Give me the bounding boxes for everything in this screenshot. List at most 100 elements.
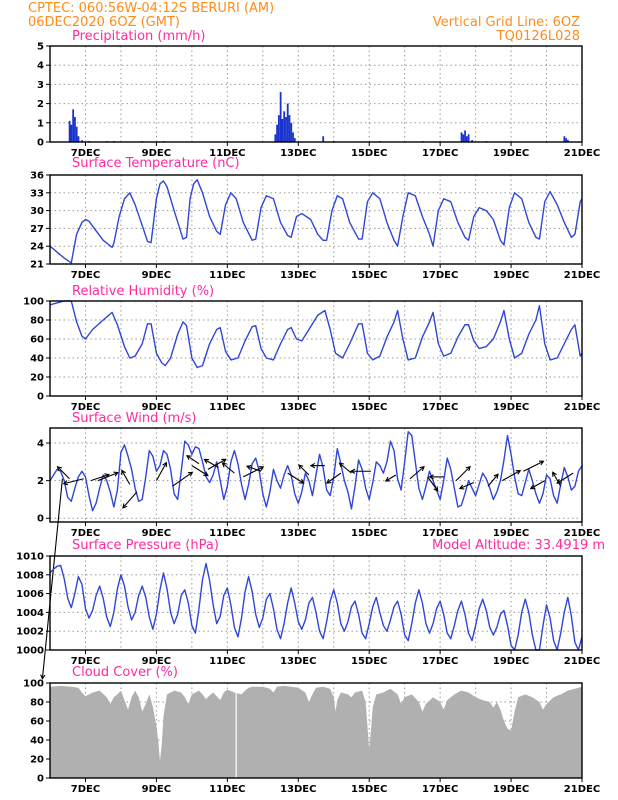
- humidity-ytick-label-1: 20: [30, 373, 44, 384]
- precip-bar-31: [465, 136, 468, 142]
- precip-xtick-label-1: 9DEC: [142, 148, 171, 159]
- precip-frame: [49, 45, 583, 143]
- precip-bar-12: [274, 134, 277, 142]
- pressure-xtick-label-0: 7DEC: [71, 656, 100, 667]
- precip-title: Precipitation (mm/h): [72, 29, 205, 44]
- wind-ytick-label-2: 4: [37, 439, 44, 450]
- cloud-frame: [49, 682, 583, 779]
- wind-xtick-label-4: 15DEC: [351, 528, 387, 539]
- temp-ytick-label-0: 21: [30, 260, 44, 271]
- wind-arrow-29: [501, 470, 522, 482]
- cloud-title: Cloud Cover (%): [72, 665, 178, 680]
- panel-temp: Surface Temperature (nC) 21 24 27 30 33 36 7DEC…: [30, 156, 600, 281]
- wind-arrow-18: [309, 462, 325, 469]
- header-grid-note: Vertical Grid Line: 6OZ: [433, 15, 580, 30]
- pressure-xtick-label-4: 15DEC: [351, 656, 387, 667]
- pressure-xtick-label-5: 17DEC: [422, 656, 458, 667]
- header-station: CPTEC: 060:56W-04:12S BERURI (AM): [28, 1, 274, 16]
- pressure-title: Surface Pressure (hPa): [72, 538, 219, 553]
- precip-bar-32: [467, 134, 470, 142]
- wind-arrow-11: [207, 458, 227, 470]
- precip-xtick-label-5: 17DEC: [422, 148, 458, 159]
- pressure-ytick-label-0: 1000: [16, 646, 44, 657]
- precip-bar-2: [72, 109, 75, 142]
- precip-ytick-label-3: 3: [37, 80, 44, 91]
- wind-arrow-7: [155, 461, 167, 481]
- precip-bar-23: [293, 138, 296, 142]
- wind-frame: [49, 427, 583, 523]
- precip-bar-20: [288, 115, 291, 142]
- humidity-line: [49, 300, 583, 369]
- temp-xtick-label-5: 17DEC: [422, 270, 458, 281]
- precip-xtick-label-2: 11DEC: [209, 148, 245, 159]
- wind-xtick-label-6: 19DEC: [493, 528, 529, 539]
- temp-xtick-label-3: 13DEC: [280, 270, 316, 281]
- temp-ytick-label-3: 30: [30, 206, 44, 217]
- pressure-ytick-label-2: 1004: [16, 608, 44, 619]
- wind-xtick-label-7: 21DEC: [564, 528, 600, 539]
- cloud-ytick-label-2: 40: [30, 736, 44, 747]
- wind-title: Surface Wind (m/s): [72, 411, 196, 426]
- wind-arrow-17: [298, 464, 310, 476]
- precip-bar-33: [471, 140, 474, 142]
- wind-arrow-5: [121, 469, 131, 485]
- wind-arrow-23: [409, 466, 425, 480]
- wind-arrow-1: [56, 465, 70, 480]
- precip-bar-24: [322, 136, 325, 142]
- wind-arrow-20: [338, 462, 352, 474]
- precip-bar-18: [285, 117, 287, 142]
- precip-bar-4: [75, 126, 78, 142]
- wind-arrow-26: [455, 465, 471, 482]
- humidity-ytick-label-5: 100: [23, 297, 44, 308]
- humidity-ytick-label-0: 0: [37, 392, 44, 403]
- pressure-xtick-label-7: 21DEC: [564, 656, 600, 667]
- precip-bar-19: [286, 103, 289, 142]
- temp-xtick-label-6: 19DEC: [493, 270, 529, 281]
- wind-line: [49, 431, 583, 512]
- precip-bar-1: [70, 124, 73, 142]
- cloud-ytick-label-1: 20: [30, 755, 44, 766]
- wind-arrow-12: [203, 458, 219, 468]
- precip-ytick-label-1: 1: [37, 118, 44, 129]
- cloud-xtick-label-4: 15DEC: [351, 784, 387, 795]
- precip-bar-0: [68, 120, 71, 142]
- wind-arrow-16: [287, 472, 305, 484]
- cloud-xtick-label-7: 21DEC: [564, 784, 600, 795]
- humidity-xtick-label-2: 11DEC: [209, 402, 245, 413]
- precip-bar-3: [74, 117, 76, 142]
- humidity-ytick-label-4: 80: [30, 316, 44, 327]
- precip-bar-35: [563, 136, 566, 142]
- precip-bar-30: [464, 130, 466, 142]
- humidity-frame: [49, 300, 583, 397]
- wind-arrow-27: [458, 482, 475, 490]
- wind-xtick-label-0: 7DEC: [71, 528, 100, 539]
- precip-bar-14: [277, 115, 280, 142]
- temp-ytick-label-4: 33: [30, 188, 44, 199]
- wind-xtick-label-1: 9DEC: [142, 528, 171, 539]
- precip-ytick-label-4: 4: [37, 61, 44, 72]
- panel-pressure: Surface Pressure (hPa) 1000 1002 1004 1006 10…: [16, 538, 600, 667]
- cloud-ytick-label-0: 0: [37, 774, 44, 785]
- cloud-xtick-label-1: 9DEC: [142, 784, 171, 795]
- precip-bar-15: [279, 92, 282, 142]
- temp-ytick-label-5: 36: [30, 171, 44, 182]
- header-run-date: 06DEC2020 6OZ (GMT): [28, 15, 180, 30]
- humidity-xtick-label-5: 17DEC: [422, 402, 458, 413]
- pressure-frame: [49, 555, 583, 651]
- wind-arrow-2: [62, 478, 84, 486]
- humidity-xtick-label-3: 13DEC: [280, 402, 316, 413]
- precip-bar-36: [565, 138, 568, 142]
- pressure-xtick-label-1: 9DEC: [142, 656, 171, 667]
- cloud-xtick-label-5: 17DEC: [422, 784, 458, 795]
- cloud-xtick-label-3: 13DEC: [280, 784, 316, 795]
- precip-ytick-label-0: 0: [37, 138, 44, 149]
- wind-ytick-label-1: 2: [37, 476, 44, 487]
- precip-ytick-label-5: 5: [37, 42, 44, 53]
- cloud-ytick-label-3: 60: [30, 717, 44, 728]
- pressure-ytick-label-3: 1006: [16, 589, 44, 600]
- pressure-ytick-label-5: 1010: [16, 552, 44, 563]
- precip-bar-22: [292, 132, 294, 142]
- wind-arrow-25: [428, 474, 444, 480]
- precip-xtick-label-7: 21DEC: [564, 148, 600, 159]
